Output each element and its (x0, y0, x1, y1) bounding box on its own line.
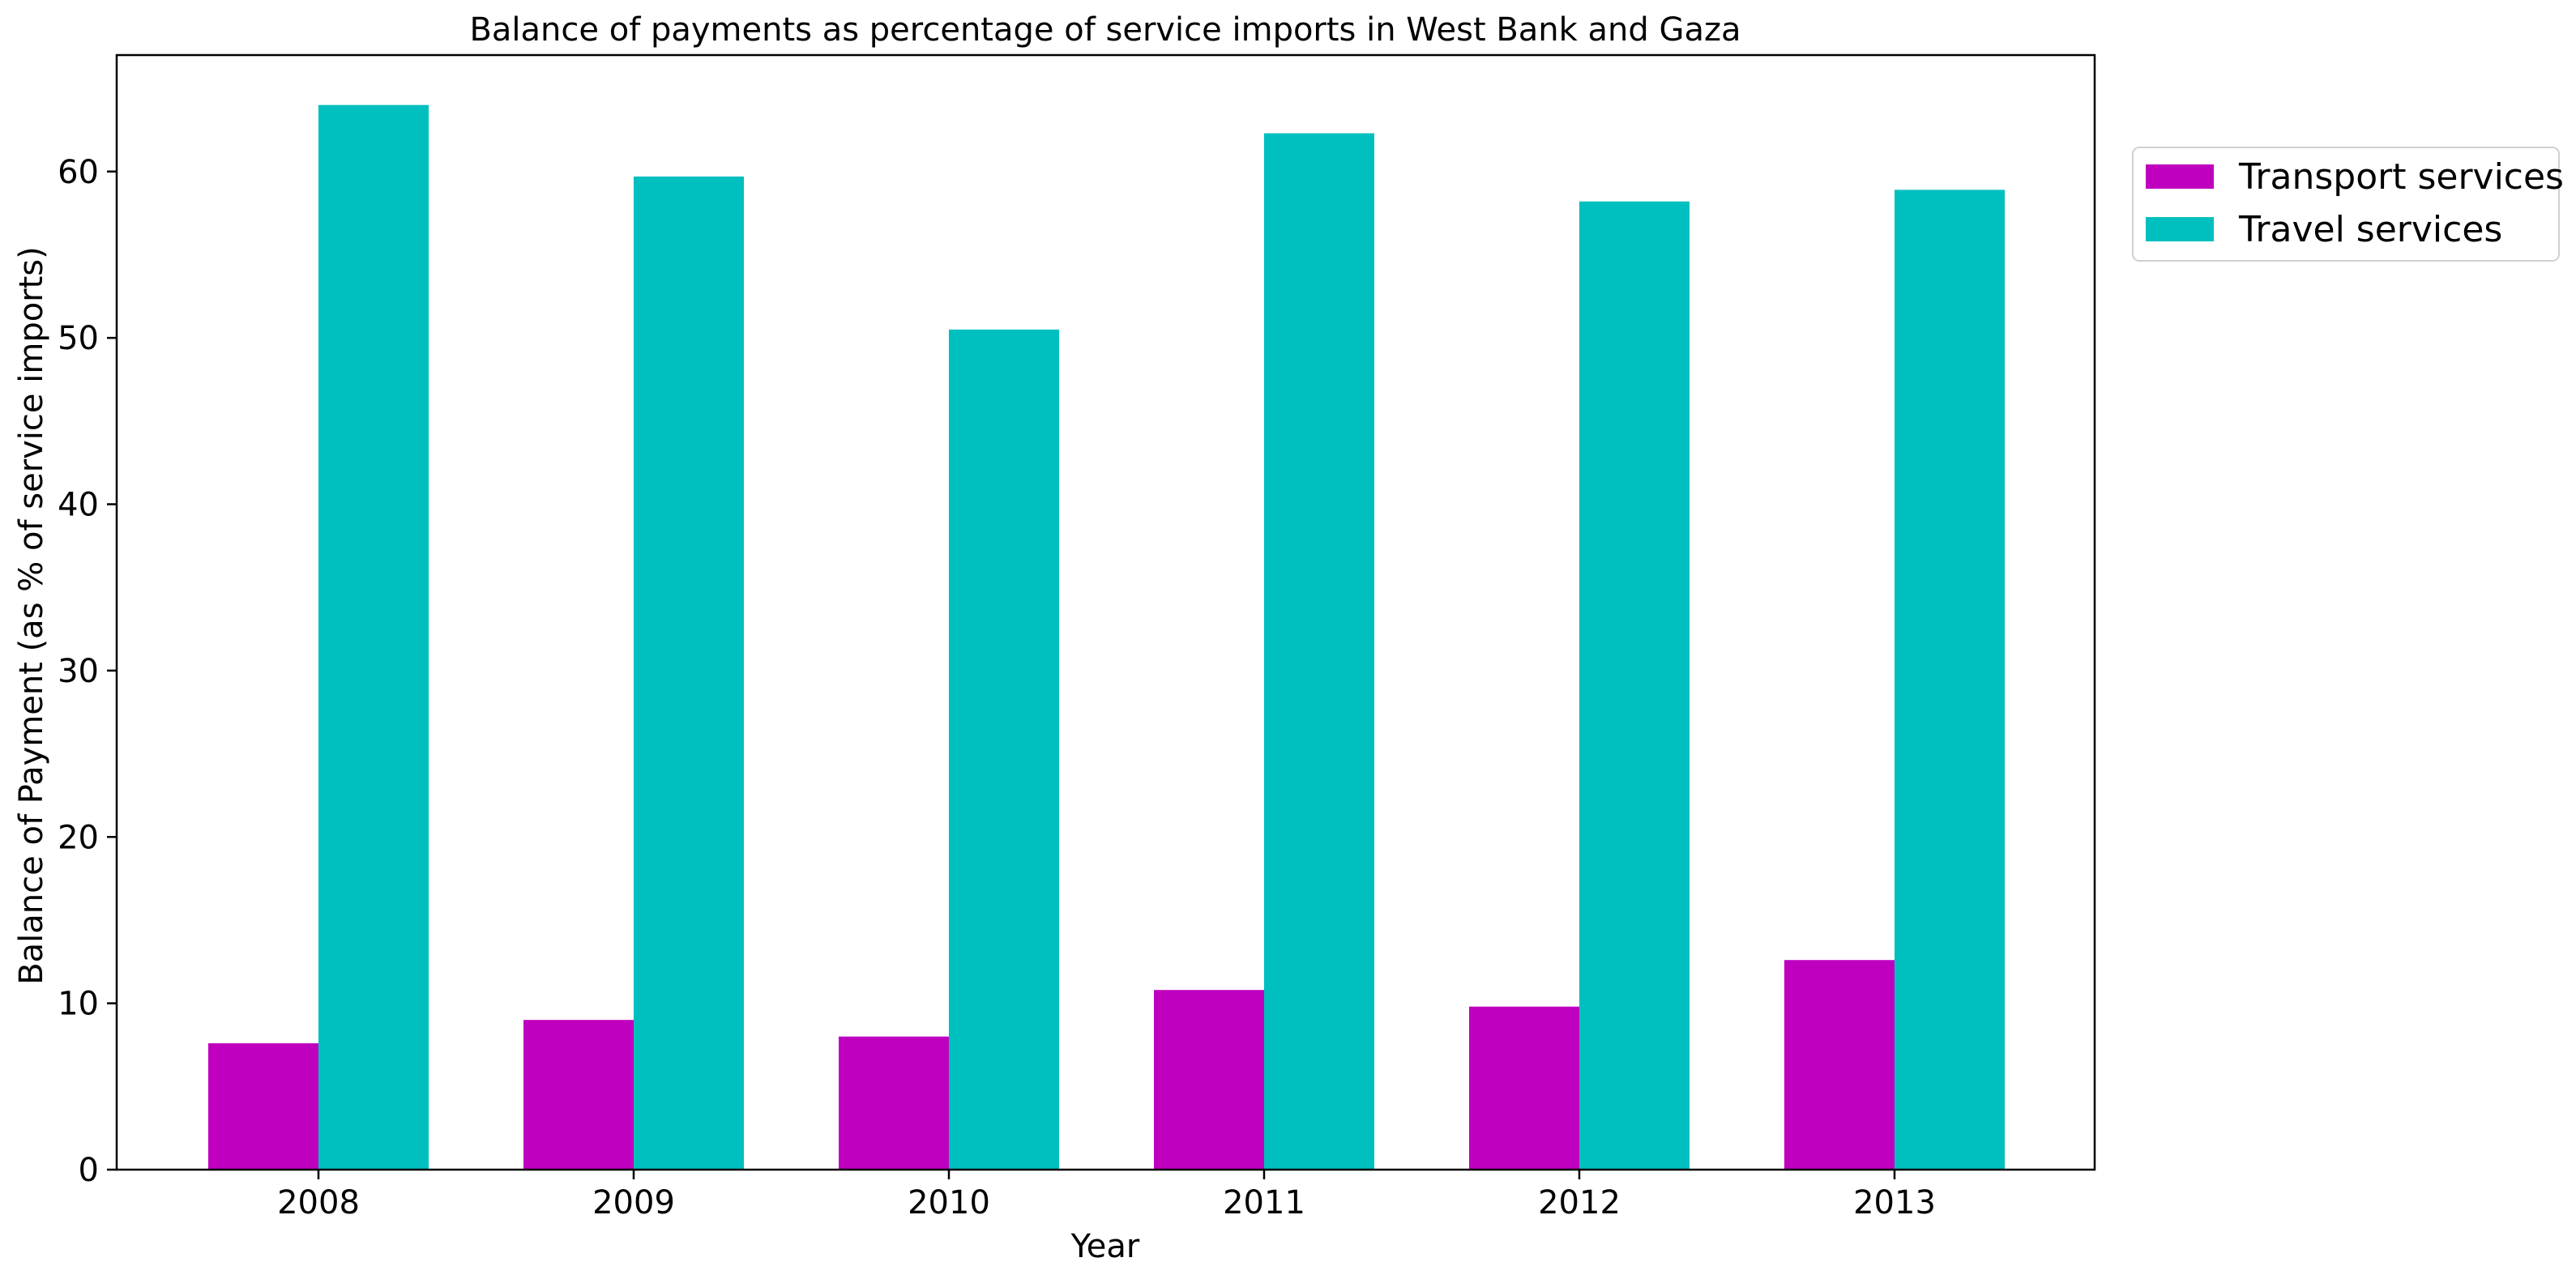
bar-transport-services-2012 (1469, 1006, 1579, 1170)
chart-title: Balance of payments as percentage of ser… (469, 11, 1741, 49)
bar-travel-services-2012 (1579, 201, 1690, 1170)
bar-travel-services-2009 (634, 176, 744, 1170)
bar-transport-services-2011 (1154, 990, 1264, 1170)
y-tick-label: 10 (58, 986, 99, 1023)
x-tick-label: 2009 (592, 1184, 675, 1221)
bar-travel-services-2010 (949, 329, 1059, 1170)
y-tick-label: 60 (58, 154, 99, 191)
x-tick-label: 2011 (1223, 1184, 1305, 1221)
legend-label: Transport services (2238, 156, 2564, 198)
bar-travel-services-2013 (1895, 190, 2005, 1170)
bar-transport-services-2008 (208, 1042, 318, 1170)
y-tick-label: 0 (79, 1152, 99, 1189)
bars-group (208, 104, 2005, 1170)
y-axis-ticks: 0 10 20 30 40 50 60 (58, 154, 117, 1189)
legend-box (2132, 147, 2560, 262)
legend-label: Travel services (2238, 209, 2502, 250)
plot-frame (115, 53, 2096, 1171)
legend: Transport services Travel services (2132, 147, 2564, 262)
x-tick-label: 2010 (908, 1184, 990, 1221)
x-tick-label: 2008 (277, 1184, 360, 1221)
y-tick-label: 40 (58, 487, 99, 524)
x-tick-label: 2013 (1853, 1184, 1936, 1221)
bar-travel-services-2011 (1264, 133, 1374, 1170)
bar-transport-services-2009 (523, 1020, 634, 1170)
bar-travel-services-2008 (318, 104, 429, 1170)
legend-swatch (2146, 217, 2214, 241)
legend-swatch (2146, 164, 2214, 189)
bar-transport-services-2010 (839, 1036, 949, 1170)
bar-transport-services-2013 (1784, 960, 1895, 1170)
y-axis-label: Balance of Payment (as % of service impo… (13, 246, 50, 985)
y-tick-label: 30 (58, 653, 99, 690)
x-axis-label: Year (1070, 1228, 1140, 1265)
y-tick-label: 50 (58, 320, 99, 357)
y-tick-label: 20 (58, 819, 99, 856)
x-axis-ticks: 2008 2009 2010 2011 2012 2013 (277, 1170, 1936, 1221)
x-tick-label: 2012 (1538, 1184, 1621, 1221)
